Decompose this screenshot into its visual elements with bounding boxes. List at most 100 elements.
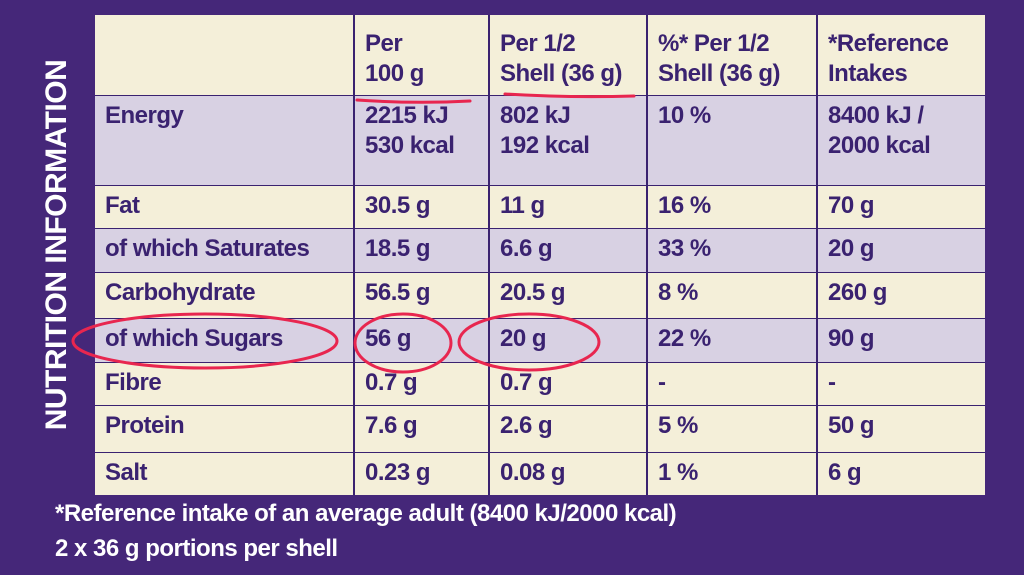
row-divider (95, 405, 985, 406)
cell-text: Energy (105, 102, 184, 129)
table-cell: 20.5 g (490, 272, 648, 318)
table-cell: 56 g (355, 318, 490, 362)
row-divider (95, 272, 985, 273)
cell-text: 20 g (828, 235, 875, 262)
table-cell: 5 % (648, 405, 818, 452)
cell-text: 20.5 g (500, 279, 566, 306)
cell-text: 6.6 g (500, 235, 553, 262)
cell-text: 2.6 g (500, 412, 553, 439)
cell-text: 10 % (658, 102, 711, 129)
cell-text: 56 g (365, 325, 412, 352)
cell-text: 0.7 g (365, 369, 418, 396)
cell-text: Carbohydrate (105, 279, 256, 306)
table-cell: 6.6 g (490, 228, 648, 272)
table-cell: 6 g (818, 452, 985, 495)
table-cell: Protein (95, 405, 355, 452)
cell-text: *Reference (828, 30, 949, 57)
table-cell: 18.5 g (355, 228, 490, 272)
cell-text: %* Per 1/2 (658, 30, 770, 57)
cell-text: 50 g (828, 412, 875, 439)
row-divider (95, 185, 985, 186)
table-cell: of which Saturates (95, 228, 355, 272)
table-cell: 30.5 g (355, 185, 490, 228)
cell-text: 33 % (658, 235, 711, 262)
cell-text: Fibre (105, 369, 162, 396)
cell-text: 8400 kJ / (828, 102, 924, 129)
cell-text: of which Saturates (105, 235, 310, 262)
table-cell: 8 % (648, 272, 818, 318)
row-divider (95, 452, 985, 453)
table-cell: 7.6 g (355, 405, 490, 452)
cell-text: 260 g (828, 279, 887, 306)
table-cell: 11 g (490, 185, 648, 228)
table-cell: 70 g (818, 185, 985, 228)
cell-text: 0.23 g (365, 459, 431, 486)
cell-text: 6 g (828, 459, 862, 486)
cell-text: 192 kcal (500, 132, 590, 159)
table-cell: *Reference Intakes (818, 15, 985, 95)
nutrition-table: Per 100 g Per 1/2 Shell (36 g) %* Per 1/2 She… (95, 15, 985, 495)
table-cell: Fibre (95, 362, 355, 405)
row-divider (95, 228, 985, 229)
cell-text: 18.5 g (365, 235, 431, 262)
cell-text: Shell (36 g) (658, 60, 781, 87)
table-cell: 0.23 g (355, 452, 490, 495)
cell-text: 0.7 g (500, 369, 553, 396)
cell-text: of which Sugars (105, 325, 283, 352)
table-cell (95, 15, 355, 95)
cell-text: 0.08 g (500, 459, 566, 486)
table-cell: %* Per 1/2 Shell (36 g) (648, 15, 818, 95)
cell-text: Fat (105, 192, 140, 219)
cell-text: 56.5 g (365, 279, 431, 306)
table-cell: 0.7 g (355, 362, 490, 405)
table-cell: 22 % (648, 318, 818, 362)
cell-text: - (658, 369, 666, 396)
cell-text: 5 % (658, 412, 698, 439)
table-cell: Carbohydrate (95, 272, 355, 318)
table-cell: Per 100 g (355, 15, 490, 95)
row-divider (95, 95, 985, 96)
table-cell: 2215 kJ 530 kcal (355, 95, 490, 185)
table-cell: 0.08 g (490, 452, 648, 495)
cell-text: 530 kcal (365, 132, 455, 159)
row-divider (95, 362, 985, 363)
cell-text: 30.5 g (365, 192, 431, 219)
cell-text: Salt (105, 459, 148, 486)
cell-text: 7.6 g (365, 412, 418, 439)
table-cell: Salt (95, 452, 355, 495)
cell-text: 2215 kJ (365, 102, 449, 129)
cell-text: Protein (105, 412, 185, 439)
table-cell: 50 g (818, 405, 985, 452)
table-cell: 260 g (818, 272, 985, 318)
table-cell: 90 g (818, 318, 985, 362)
cell-text: 8 % (658, 279, 698, 306)
cell-text: 90 g (828, 325, 875, 352)
cell-text: 11 g (500, 192, 545, 219)
footnote: *Reference intake of an average adult (8… (55, 500, 677, 527)
cell-text: 802 kJ (500, 102, 571, 129)
table-cell: 1 % (648, 452, 818, 495)
table-cell: 802 kJ 192 kcal (490, 95, 648, 185)
table-cell: 16 % (648, 185, 818, 228)
table-cell: - (648, 362, 818, 405)
cell-text: Intakes (828, 60, 908, 87)
table-cell: Energy (95, 95, 355, 185)
side-label: NUTRITION INFORMATION (40, 59, 73, 431)
table-cell: 20 g (490, 318, 648, 362)
table-cell: of which Sugars (95, 318, 355, 362)
table-cell: 33 % (648, 228, 818, 272)
table-cell: Fat (95, 185, 355, 228)
cell-text: 1 % (658, 459, 698, 486)
table-cell: Per 1/2 Shell (36 g) (490, 15, 648, 95)
cell-text: - (828, 369, 836, 396)
cell-text: 16 % (658, 192, 711, 219)
table-cell: 8400 kJ / 2000 kcal (818, 95, 985, 185)
cell-text: 20 g (500, 325, 547, 352)
table-cell: 2.6 g (490, 405, 648, 452)
cell-text: Per (365, 30, 403, 57)
table-cell: 56.5 g (355, 272, 490, 318)
cell-text: 70 g (828, 192, 875, 219)
cell-text: 100 g (365, 60, 424, 87)
footnote: 2 x 36 g portions per shell (55, 535, 338, 562)
